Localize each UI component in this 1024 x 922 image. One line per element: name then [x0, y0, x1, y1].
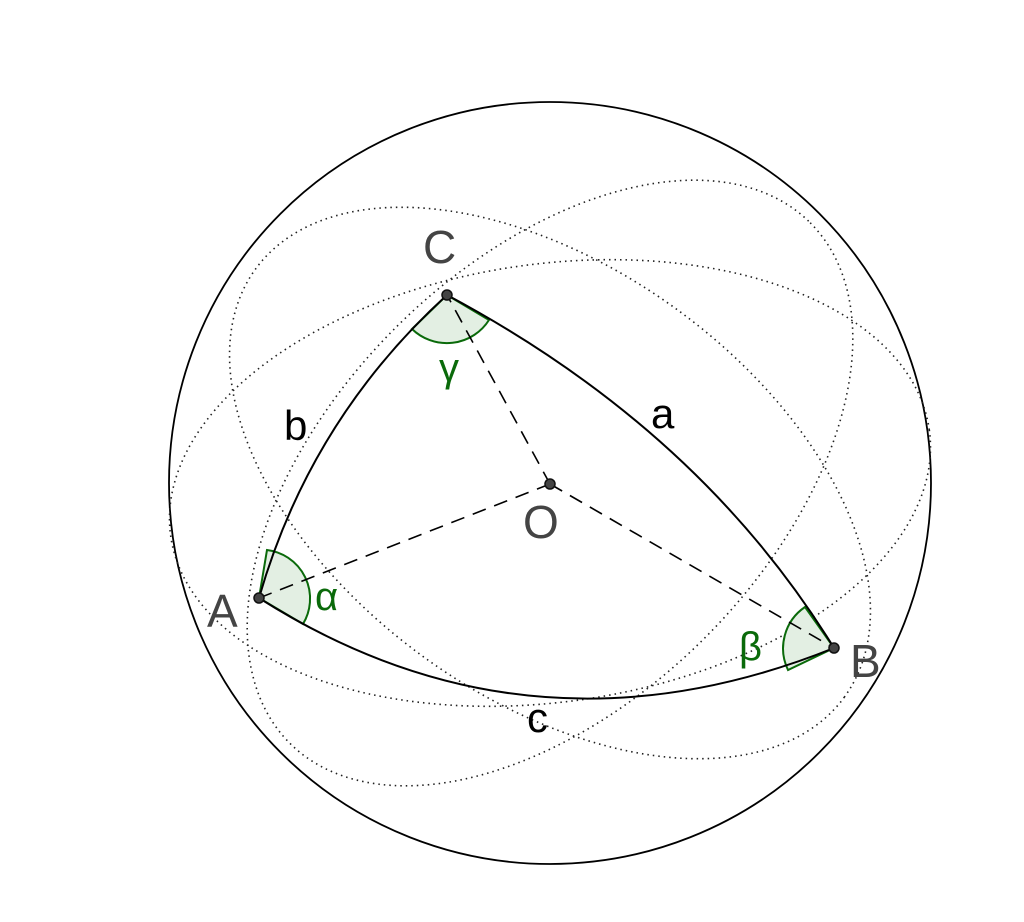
angle-sector-beta	[782, 605, 836, 672]
side-b-arc	[258, 294, 448, 599]
radius-oc	[446, 294, 551, 485]
radius-ob	[549, 483, 835, 649]
label-side-a: a	[651, 390, 675, 437]
point-o	[544, 478, 556, 490]
sphere-outline	[168, 101, 932, 865]
vertices	[253, 289, 840, 654]
label-side-b: b	[284, 402, 307, 449]
radii	[258, 294, 835, 649]
radius-oa	[258, 483, 551, 599]
point-a	[253, 592, 265, 604]
point-c	[441, 289, 453, 301]
label-point-o: O	[523, 496, 559, 548]
side-a-arc	[446, 294, 835, 649]
label-point-c: C	[423, 221, 456, 273]
side-c-arc	[258, 597, 835, 700]
point-b	[828, 642, 840, 654]
great-circle-ab	[228, 206, 872, 760]
label-point-a: A	[207, 585, 238, 637]
triangle-sides	[258, 294, 835, 700]
label-side-c: c	[527, 694, 548, 741]
label-angle-beta: β	[739, 625, 762, 669]
great-circle-ac	[168, 258, 932, 708]
label-point-b: B	[850, 635, 881, 687]
label-angle-gamma: γ	[439, 346, 459, 390]
angle-sector-gamma	[410, 293, 491, 345]
label-angle-alpha: α	[315, 575, 338, 619]
